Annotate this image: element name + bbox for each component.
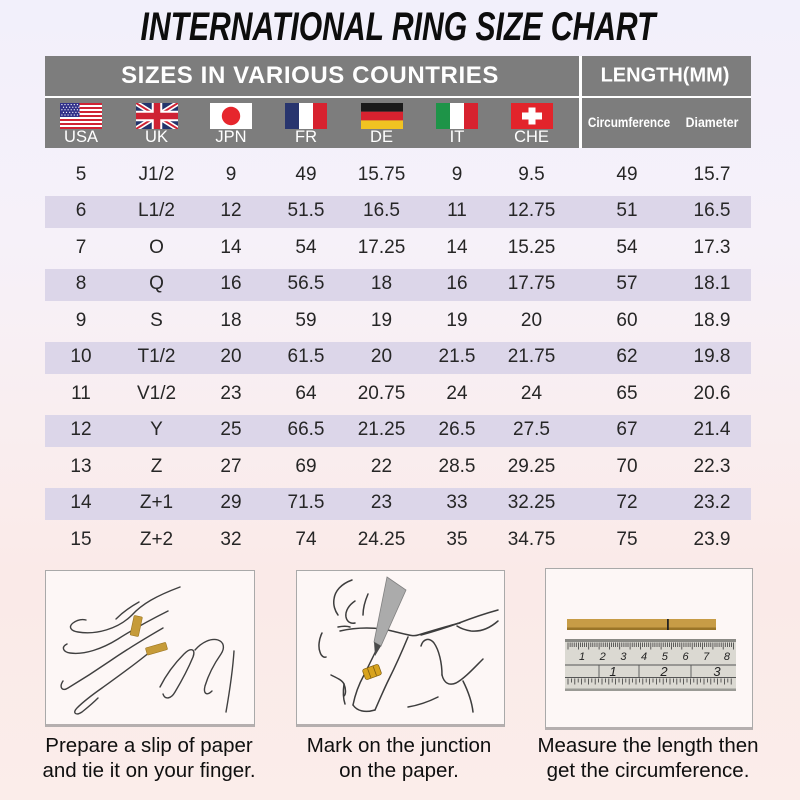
svg-text:4: 4	[641, 651, 647, 663]
svg-text:5: 5	[662, 651, 669, 663]
svg-text:6: 6	[682, 651, 689, 663]
svg-text:3: 3	[620, 651, 627, 663]
svg-text:1: 1	[609, 664, 616, 679]
svg-text:1: 1	[579, 651, 585, 663]
svg-text:2: 2	[659, 664, 668, 679]
svg-text:7: 7	[703, 651, 710, 663]
svg-text:2: 2	[599, 651, 606, 663]
svg-text:3: 3	[713, 664, 721, 679]
svg-text:8: 8	[724, 651, 731, 663]
